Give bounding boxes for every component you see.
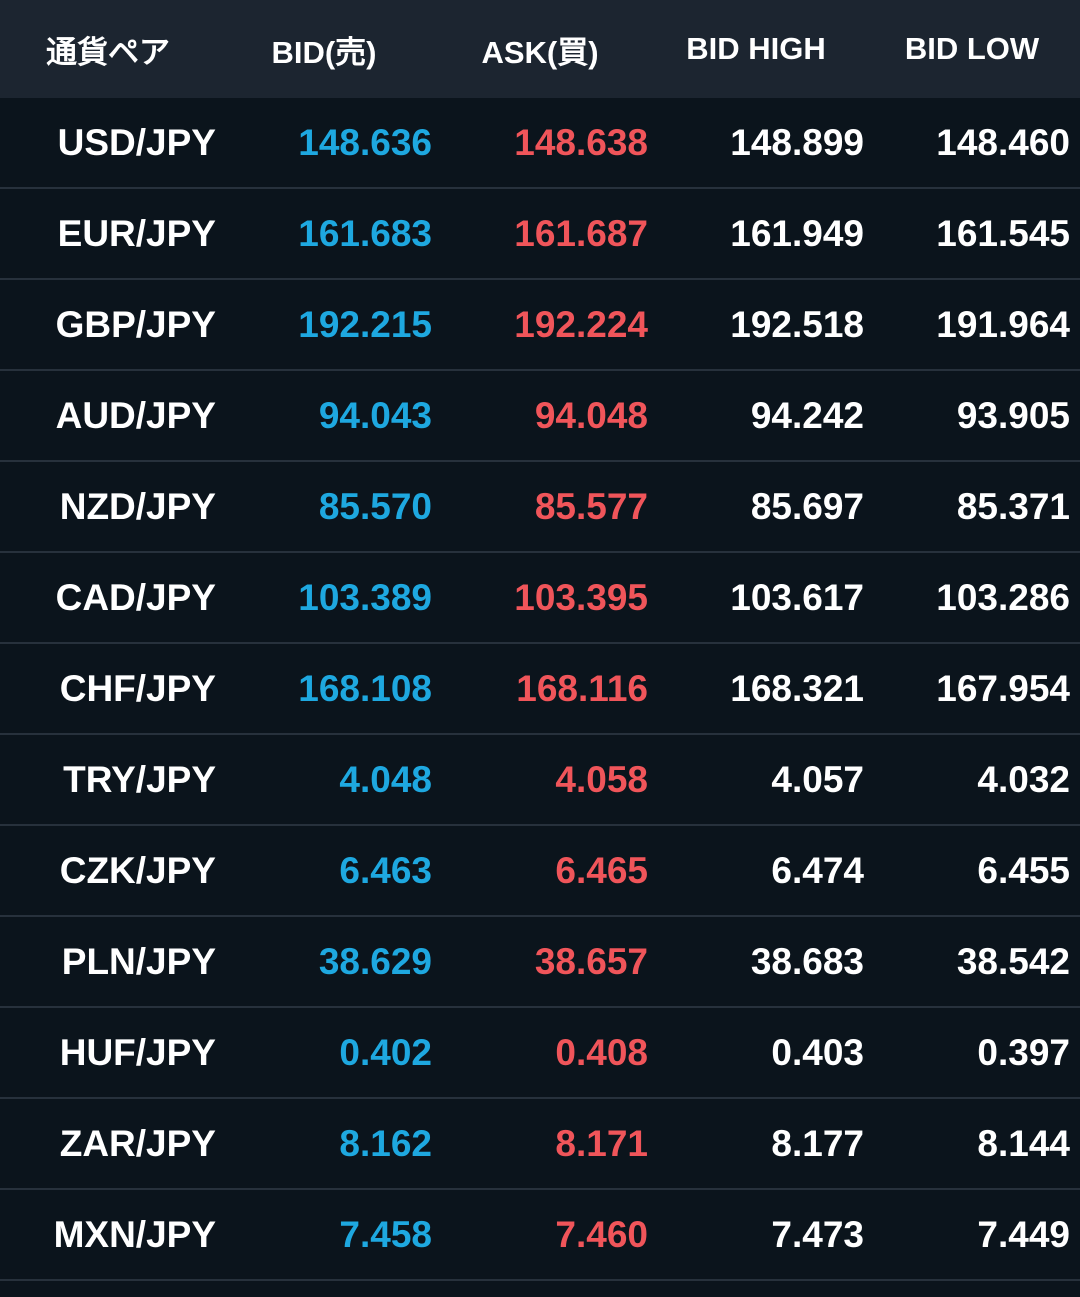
rate-row[interactable]: PLN/JPY 38.629 38.657 38.683 38.542 <box>0 917 1080 1008</box>
header-bid-low[interactable]: BID LOW <box>904 31 1040 66</box>
ask-price: 161.687 <box>514 212 648 254</box>
ask-price: 94.048 <box>534 394 648 436</box>
currency-pair-label: PLN/JPY <box>61 940 216 982</box>
bid-high-value: 6.474 <box>771 849 864 891</box>
rate-table-body: USD/JPY 148.636 148.638 148.899 148.460 EUR/J… <box>0 98 1080 1281</box>
rate-row[interactable]: GBP/JPY 192.215 192.224 192.518 191.964 <box>0 280 1080 371</box>
bid-price: 38.629 <box>318 940 432 982</box>
bid-price: 168.108 <box>298 667 432 709</box>
currency-pair-label: TRY/JPY <box>63 758 216 800</box>
currency-pair-label: GBP/JPY <box>55 303 216 345</box>
currency-pair-label: CZK/JPY <box>59 849 216 891</box>
bid-high-value: 4.057 <box>771 758 864 800</box>
bid-high-value: 168.321 <box>730 667 864 709</box>
bid-high-value: 103.617 <box>730 576 864 618</box>
currency-pair-label: CHF/JPY <box>59 667 216 709</box>
bid-low-value: 93.905 <box>956 394 1070 436</box>
rate-row[interactable]: AUD/JPY 94.043 94.048 94.242 93.905 <box>0 371 1080 462</box>
bid-high-value: 192.518 <box>730 303 864 345</box>
currency-pair-label: AUD/JPY <box>55 394 216 436</box>
header-ask[interactable]: ASK(買) <box>481 34 599 70</box>
ask-price: 38.657 <box>534 940 648 982</box>
rate-row[interactable]: MXN/JPY 7.458 7.460 7.473 7.449 <box>0 1190 1080 1281</box>
bid-price: 103.389 <box>298 576 432 618</box>
ask-price: 148.638 <box>514 121 648 163</box>
ask-price: 4.058 <box>555 758 648 800</box>
bid-high-value: 85.697 <box>750 485 864 527</box>
bid-low-value: 85.371 <box>956 485 1070 527</box>
rate-row[interactable]: CZK/JPY 6.463 6.465 6.474 6.455 <box>0 826 1080 917</box>
bid-high-value: 94.242 <box>750 394 864 436</box>
currency-pair-label: EUR/JPY <box>57 212 216 254</box>
rate-row[interactable]: HUF/JPY 0.402 0.408 0.403 0.397 <box>0 1008 1080 1099</box>
currency-pair-label: USD/JPY <box>57 121 216 163</box>
rate-row[interactable]: ZAR/JPY 8.162 8.171 8.177 8.144 <box>0 1099 1080 1190</box>
ask-price: 6.465 <box>555 849 648 891</box>
bid-low-value: 161.545 <box>936 212 1070 254</box>
rate-row[interactable]: NZD/JPY 85.570 85.577 85.697 85.371 <box>0 462 1080 553</box>
bid-low-value: 167.954 <box>936 667 1070 709</box>
rate-row[interactable]: USD/JPY 148.636 148.638 148.899 148.460 <box>0 98 1080 189</box>
rate-row[interactable]: TRY/JPY 4.048 4.058 4.057 4.032 <box>0 735 1080 826</box>
bid-high-value: 38.683 <box>750 940 864 982</box>
ask-price: 168.116 <box>516 667 648 709</box>
ask-price: 192.224 <box>514 303 648 345</box>
currency-pair-label: HUF/JPY <box>59 1031 216 1073</box>
currency-pair-label: CAD/JPY <box>55 576 216 618</box>
ask-price: 0.408 <box>555 1031 648 1073</box>
bid-price: 4.048 <box>339 758 432 800</box>
bid-high-value: 7.473 <box>771 1213 864 1255</box>
ask-price: 7.460 <box>555 1213 648 1255</box>
header-bid[interactable]: BID(売) <box>271 34 377 70</box>
ask-price: 8.171 <box>555 1122 648 1164</box>
bid-low-value: 103.286 <box>936 576 1070 618</box>
ask-price: 85.577 <box>534 485 648 527</box>
bid-low-value: 191.964 <box>936 303 1070 345</box>
bid-low-value: 4.032 <box>977 758 1070 800</box>
bid-price: 94.043 <box>318 394 432 436</box>
bid-price: 0.402 <box>339 1031 432 1073</box>
bid-low-value: 148.460 <box>936 121 1070 163</box>
bid-price: 8.162 <box>339 1122 432 1164</box>
bid-high-value: 161.949 <box>730 212 864 254</box>
bid-high-value: 8.177 <box>771 1122 864 1164</box>
header-currency-pair[interactable]: 通貨ペア <box>46 34 170 70</box>
table-header: 通貨ペア BID(売) ASK(買) BID HIGH BID LOW <box>0 0 1080 98</box>
header-bid-high[interactable]: BID HIGH <box>686 31 826 66</box>
bid-price: 6.463 <box>339 849 432 891</box>
bid-price: 85.570 <box>318 485 432 527</box>
rate-row[interactable]: CHF/JPY 168.108 168.116 168.321 167.954 <box>0 644 1080 735</box>
ask-price: 103.395 <box>514 576 648 618</box>
bid-low-value: 8.144 <box>977 1122 1070 1164</box>
bid-high-value: 0.403 <box>771 1031 864 1073</box>
bid-low-value: 7.449 <box>977 1213 1070 1255</box>
bid-low-value: 6.455 <box>977 849 1070 891</box>
rate-row[interactable]: EUR/JPY 161.683 161.687 161.949 161.545 <box>0 189 1080 280</box>
bid-high-value: 148.899 <box>730 121 864 163</box>
bid-price: 148.636 <box>298 121 432 163</box>
currency-pair-label: ZAR/JPY <box>59 1122 216 1164</box>
currency-pair-label: MXN/JPY <box>53 1213 216 1255</box>
bid-low-value: 38.542 <box>956 940 1070 982</box>
bid-price: 7.458 <box>339 1213 432 1255</box>
bid-price: 161.683 <box>298 212 432 254</box>
bid-price: 192.215 <box>298 303 432 345</box>
rate-row[interactable]: CAD/JPY 103.389 103.395 103.617 103.286 <box>0 553 1080 644</box>
bid-low-value: 0.397 <box>977 1031 1070 1073</box>
currency-pair-label: NZD/JPY <box>59 485 216 527</box>
